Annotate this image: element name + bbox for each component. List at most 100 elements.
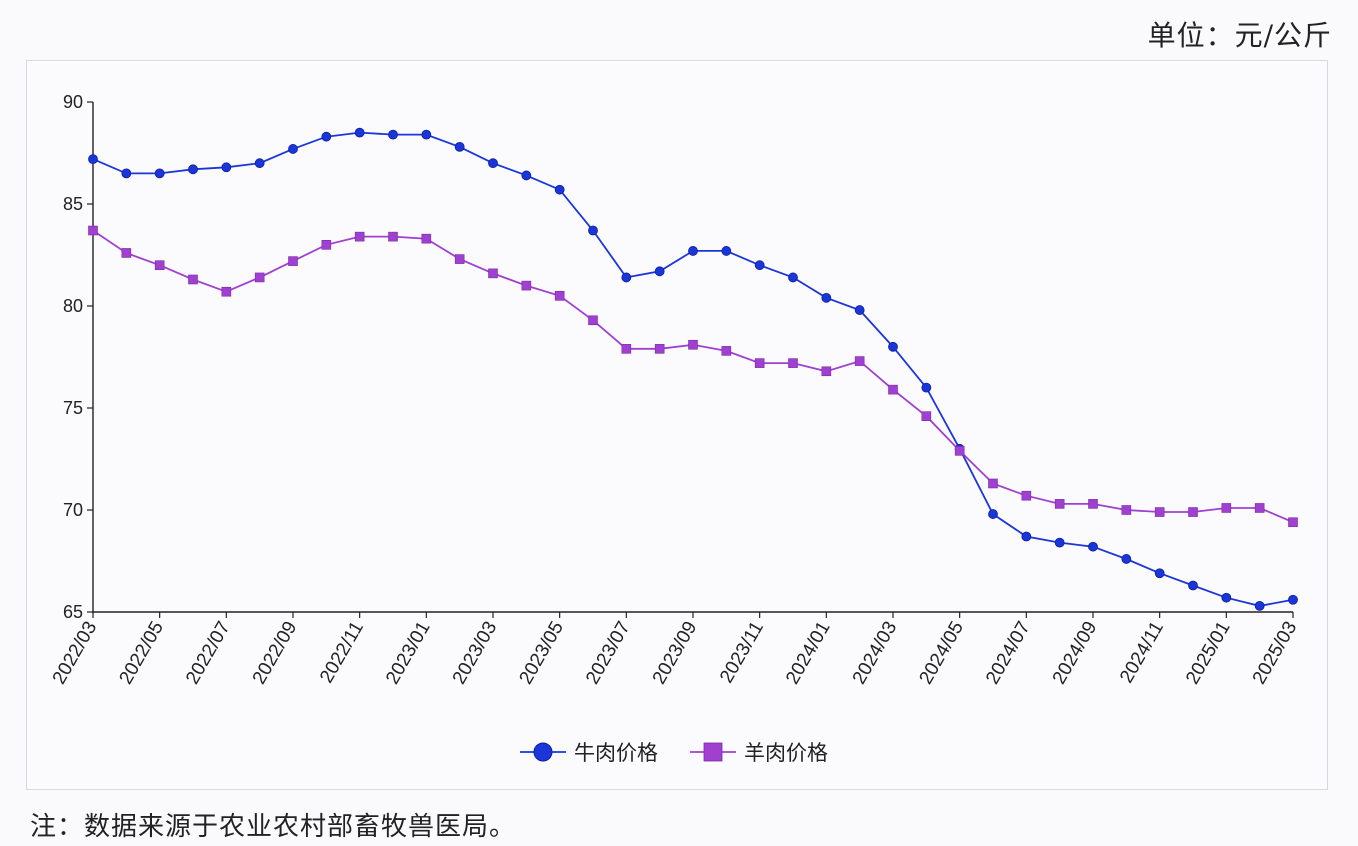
x-tick-label: 2024/11 [1116,618,1168,687]
data-point-beef[interactable] [121,168,132,179]
data-point-mutton[interactable] [188,274,198,285]
data-point-beef[interactable] [688,246,698,256]
data-point-mutton[interactable] [1088,499,1098,509]
data-point-mutton[interactable] [488,268,498,279]
series-line-beef [92,131,1294,607]
data-point-mutton[interactable] [954,446,965,456]
data-point-beef[interactable] [288,144,298,154]
data-point-mutton[interactable] [1121,505,1132,515]
data-point-mutton[interactable] [921,411,932,421]
data-point-mutton[interactable] [321,240,332,250]
data-point-beef[interactable] [654,266,665,277]
data-point-beef[interactable] [554,184,565,195]
data-point-beef[interactable] [1088,541,1098,552]
x-tick-label: 2024/01 [782,618,835,688]
data-point-beef[interactable] [988,509,998,519]
x-tick-label: 2024/05 [915,618,968,688]
x-tick-label: 2024/07 [982,618,1035,688]
data-point-mutton[interactable] [821,366,832,377]
data-point-beef[interactable] [188,164,198,175]
legend-marker-beef [533,742,553,762]
data-point-beef[interactable] [1221,592,1232,603]
data-point-mutton[interactable] [221,286,232,297]
data-point-mutton[interactable] [688,339,698,350]
data-point-mutton[interactable] [388,231,398,242]
data-point-beef[interactable] [1121,554,1132,564]
data-point-beef[interactable] [1054,537,1065,548]
data-point-mutton[interactable] [1221,503,1232,513]
data-point-beef[interactable] [888,341,898,352]
x-tick-label: 2024/09 [1049,618,1102,688]
data-point-beef[interactable] [788,272,798,283]
data-point-mutton[interactable] [1188,507,1198,517]
data-point-mutton[interactable] [1021,490,1032,501]
x-tick-label: 2023/09 [649,618,702,688]
x-tick-label: 2024/03 [849,618,902,688]
x-tick-label: 2023/03 [449,618,502,688]
data-point-mutton[interactable] [654,344,665,354]
data-point-mutton[interactable] [1288,517,1298,528]
data-point-beef[interactable] [754,260,765,271]
data-point-mutton[interactable] [754,358,765,368]
y-tick-label: 65 [63,602,83,622]
data-point-mutton[interactable] [421,233,432,244]
data-point-mutton[interactable] [254,272,265,283]
y-tick-label: 85 [63,194,83,214]
data-point-mutton[interactable] [1054,499,1065,509]
x-tick-label: 2023/11 [716,618,768,687]
data-point-mutton[interactable] [1154,507,1165,517]
data-point-mutton[interactable] [788,358,798,368]
y-tick-label: 80 [63,296,83,316]
data-point-mutton[interactable] [621,344,632,354]
data-point-beef[interactable] [1188,580,1198,591]
data-point-mutton[interactable] [854,356,865,366]
data-point-mutton[interactable] [88,225,98,236]
data-point-mutton[interactable] [554,290,565,301]
data-point-beef[interactable] [588,225,598,236]
data-point-beef[interactable] [1254,600,1265,611]
x-tick-label: 2022/11 [316,618,368,687]
data-point-beef[interactable] [254,158,265,169]
data-point-beef[interactable] [354,127,365,138]
data-point-mutton[interactable] [121,248,132,258]
data-point-beef[interactable] [1021,531,1032,542]
data-point-beef[interactable] [621,272,632,283]
data-point-mutton[interactable] [988,478,998,489]
data-point-mutton[interactable] [154,260,165,271]
legend-label-mutton: 羊肉价格 [744,741,828,765]
data-point-beef[interactable] [1154,568,1165,579]
x-tick-label: 2022/03 [49,618,102,688]
x-tick-label: 2023/01 [382,618,435,688]
x-tick-label: 2022/05 [115,618,168,688]
source-note: 注：数据来源于农业农村部畜牧兽医局。 [30,812,517,842]
x-tick-label: 2022/09 [249,618,302,688]
data-point-beef[interactable] [1288,594,1298,605]
data-point-mutton[interactable] [588,315,598,326]
x-tick-label: 2025/01 [1182,618,1235,688]
data-point-mutton[interactable] [721,346,732,356]
legend-marker-mutton [703,742,723,762]
data-point-beef[interactable] [454,141,465,152]
data-point-beef[interactable] [421,129,432,140]
data-point-beef[interactable] [388,129,398,140]
data-point-mutton[interactable] [1254,503,1265,513]
data-point-beef[interactable] [154,168,165,179]
data-point-mutton[interactable] [521,280,532,291]
data-point-beef[interactable] [88,154,98,165]
data-point-mutton[interactable] [888,384,898,395]
data-point-beef[interactable] [821,292,832,303]
unit-label: 单位：元/公斤 [1147,19,1332,52]
data-point-beef[interactable] [721,246,732,256]
data-point-mutton[interactable] [454,254,465,264]
data-point-beef[interactable] [321,131,332,142]
data-point-beef[interactable] [221,162,232,173]
data-point-mutton[interactable] [354,231,365,242]
data-point-mutton[interactable] [288,256,298,266]
data-point-beef[interactable] [521,170,532,181]
x-tick-label: 2025/03 [1249,618,1302,688]
data-point-beef[interactable] [921,382,932,393]
data-point-beef[interactable] [488,158,498,169]
x-tick-label: 2023/05 [515,618,568,688]
chart-frame [26,60,1328,790]
data-point-beef[interactable] [854,305,865,315]
